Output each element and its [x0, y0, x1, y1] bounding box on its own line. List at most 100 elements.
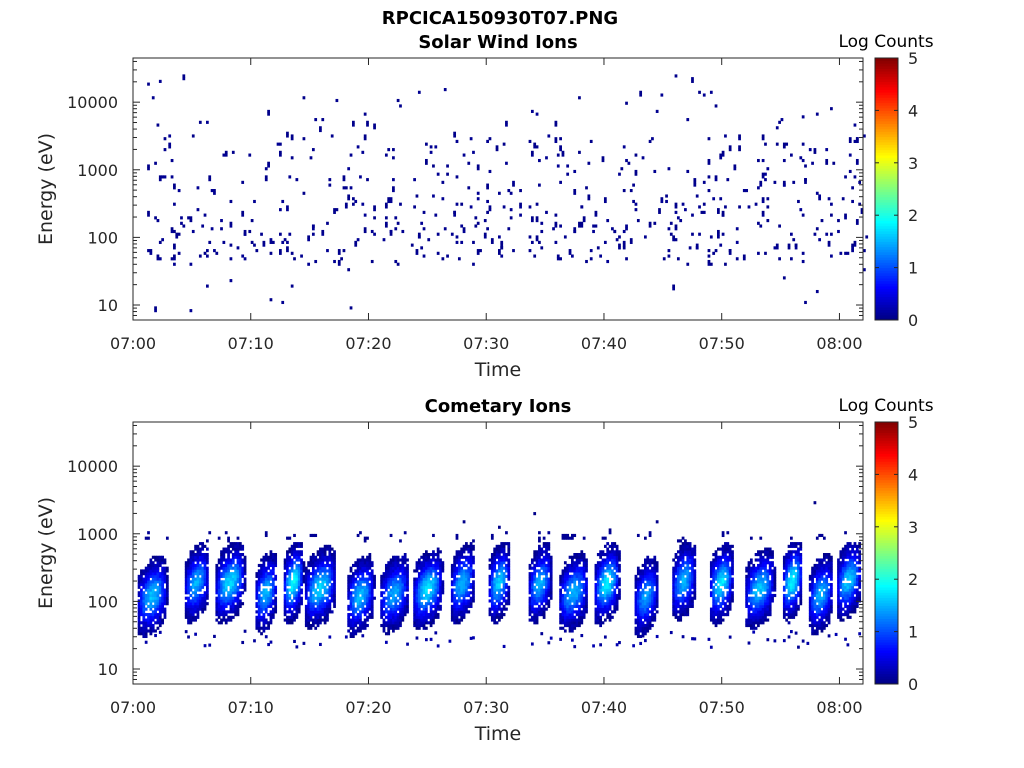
heatmap-cell	[359, 175, 362, 179]
heatmap-cell	[490, 591, 494, 595]
heatmap-cell	[618, 172, 621, 176]
heatmap-cell	[300, 550, 303, 554]
heatmap-cell	[149, 588, 153, 592]
heatmap-cell	[542, 593, 546, 598]
heatmap-cell	[144, 634, 148, 639]
heatmap-cell	[220, 563, 223, 568]
heatmap-cell	[563, 533, 567, 538]
heatmap-cell	[611, 583, 614, 587]
heatmap-cell	[286, 596, 289, 600]
heatmap-cell	[573, 593, 577, 598]
heatmap-cell	[639, 572, 643, 576]
heatmap-cell	[686, 591, 690, 595]
heatmap-cell	[465, 544, 468, 548]
heatmap-cell	[634, 593, 638, 598]
heatmap-cell	[563, 569, 567, 573]
heatmap-cell	[363, 621, 367, 625]
heatmap-cell	[177, 232, 181, 236]
heatmap-cell	[361, 555, 365, 559]
heatmap-cell	[274, 602, 278, 606]
heatmap-cell	[596, 591, 600, 595]
heatmap-cell	[432, 583, 435, 587]
heatmap-cell	[563, 604, 567, 608]
heatmap-cell	[352, 585, 355, 589]
heatmap-cell	[187, 561, 190, 565]
heatmap-cell	[606, 591, 610, 595]
heatmap-cell	[693, 553, 697, 557]
colorbar-label: Log Counts	[838, 32, 933, 52]
heatmap-cell	[815, 289, 819, 294]
heatmap-cell	[571, 615, 574, 619]
heatmap-cell	[606, 563, 610, 568]
heatmap-cell	[314, 596, 318, 600]
heatmap-cell	[580, 569, 584, 573]
heatmap-cell	[580, 604, 584, 608]
heatmap-cell	[309, 607, 313, 611]
heatmap-cell	[187, 618, 190, 622]
heatmap-cell	[575, 596, 579, 600]
heatmap-cell	[469, 553, 473, 557]
heatmap-cell	[434, 610, 438, 614]
heatmap-cell	[462, 591, 466, 595]
heatmap-cell	[170, 158, 174, 163]
heatmap-cell	[434, 604, 438, 608]
heatmap-cell	[782, 145, 786, 149]
heatmap-cell	[387, 602, 391, 606]
heatmap-cell	[636, 623, 640, 628]
heatmap-cell	[370, 596, 374, 600]
heatmap-cell	[257, 607, 261, 611]
heatmap-cell	[660, 197, 664, 201]
heatmap-cell	[636, 219, 640, 223]
heatmap-cell	[460, 588, 464, 592]
heatmap-cell	[465, 547, 468, 551]
heatmap-cell	[321, 602, 325, 606]
heatmap-cell	[648, 596, 652, 600]
heatmap-cell	[227, 555, 230, 559]
heatmap-cell	[316, 553, 320, 557]
heatmap-cell	[147, 82, 150, 86]
heatmap-cell	[686, 561, 690, 565]
heatmap-cell	[603, 585, 607, 589]
heatmap-cell	[198, 607, 202, 611]
heatmap-cell	[140, 572, 143, 576]
heatmap-cell	[328, 580, 332, 584]
heatmap-cell	[323, 596, 327, 600]
heatmap-cell	[634, 621, 638, 625]
heatmap-cell	[201, 602, 205, 606]
heatmap-cell	[608, 607, 612, 611]
x-tick-label: 07:30	[463, 334, 509, 353]
heatmap-cell	[535, 607, 539, 611]
heatmap-cell	[191, 604, 195, 608]
heatmap-cell	[321, 118, 325, 122]
heatmap-cell	[387, 615, 391, 619]
heatmap-cell	[712, 618, 716, 622]
heatmap-cell	[538, 607, 541, 611]
heatmap-cell	[241, 180, 245, 184]
heatmap-cell	[559, 626, 562, 630]
heatmap-cell	[719, 563, 723, 568]
heatmap-cell	[441, 566, 445, 570]
heatmap-cell	[599, 561, 603, 565]
heatmap-cell	[801, 213, 805, 217]
heatmap-cell	[267, 561, 270, 565]
heatmap-cell	[156, 572, 160, 576]
heatmap-cell	[271, 569, 275, 573]
heatmap-cell	[608, 563, 612, 568]
heatmap-cell	[349, 599, 353, 603]
heatmap-cell	[309, 604, 313, 608]
heatmap-cell	[465, 607, 468, 611]
colorbar-segment	[875, 259, 898, 263]
heatmap-cell	[467, 566, 471, 570]
heatmap-cell	[154, 161, 157, 165]
heatmap-cell	[264, 533, 268, 538]
heatmap-cell	[311, 585, 315, 589]
heatmap-cell	[356, 580, 360, 584]
heatmap-cell	[599, 563, 603, 568]
heatmap-cell	[295, 613, 299, 617]
heatmap-cell	[262, 588, 266, 592]
heatmap-cell	[269, 596, 273, 600]
heatmap-cell	[436, 550, 440, 554]
heatmap-cell	[267, 558, 270, 562]
heatmap-cell	[651, 561, 654, 565]
heatmap-cell	[403, 574, 407, 578]
